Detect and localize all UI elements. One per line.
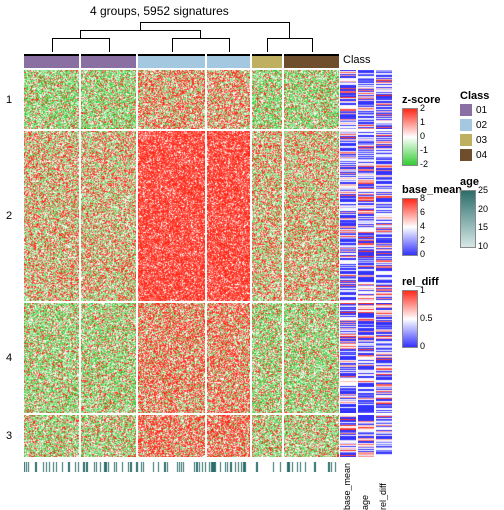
legend-age-tick: 10 — [478, 241, 488, 251]
legend-age-tick: 15 — [478, 222, 488, 232]
legend-basemean-title: base_mean — [402, 184, 462, 196]
legend-class-item: 01 — [460, 104, 487, 116]
decoration — [80, 30, 81, 38]
legend-reldiff-tick: 1 — [420, 285, 425, 295]
heatmap-block — [284, 303, 339, 413]
heatmap-block — [24, 303, 79, 413]
legend-basemean-tick: 4 — [420, 221, 425, 231]
legend-zscore-tick: -1 — [420, 145, 428, 155]
age-rug — [24, 462, 338, 472]
heatmap-block — [252, 303, 282, 413]
heatmap-block — [252, 131, 282, 301]
heatmap-block — [207, 131, 250, 301]
decoration — [52, 38, 53, 52]
decoration — [229, 38, 230, 52]
heatmap-block — [138, 303, 205, 413]
rel_diff_strip — [376, 131, 392, 301]
class-bar-seg — [252, 54, 282, 68]
decoration — [289, 22, 290, 38]
bottom-annot-label: age — [360, 470, 370, 510]
decoration — [172, 38, 173, 52]
legend-reldiff-tick: 0.5 — [420, 313, 433, 323]
decoration — [80, 30, 200, 31]
legend-zscore-tick: 1 — [420, 117, 425, 127]
bottom-annot-label: base_mean — [342, 470, 352, 510]
decoration — [200, 30, 201, 38]
row-group-label: 2 — [6, 210, 12, 222]
heatmap-block — [207, 415, 250, 457]
row-group-label: 3 — [6, 430, 12, 442]
heatmap-block — [81, 131, 136, 301]
legend-basemean-tick: 6 — [420, 207, 425, 217]
bottom-annot-label: rel_diff — [378, 470, 388, 510]
heatmap-block — [81, 70, 136, 129]
base_mean_strip — [358, 303, 374, 413]
legend-reldiff-gradient — [402, 290, 418, 348]
class-bar-seg — [207, 54, 250, 68]
class-bar-label: Class — [343, 54, 371, 66]
legend-basemean-gradient — [402, 198, 418, 256]
legend-zscore-tick: 0 — [420, 131, 425, 141]
decoration — [140, 22, 141, 30]
heatmap-block — [284, 70, 339, 129]
base_mean_strip — [358, 415, 374, 457]
decoration — [267, 38, 268, 52]
class-bar-seg — [138, 54, 205, 68]
legend-age-gradient — [460, 190, 476, 248]
decoration — [140, 22, 289, 23]
rel_diff_strip — [376, 303, 392, 413]
heatmap-block — [24, 131, 79, 301]
class-bar-seg — [284, 54, 339, 68]
class-bar-seg — [81, 54, 136, 68]
rel_diff_strip — [376, 415, 392, 457]
legend-class-title: Class — [460, 90, 489, 102]
heatmap-block — [24, 415, 79, 457]
legend-age-title: age — [460, 176, 479, 188]
legend-class-item: 04 — [460, 149, 487, 161]
legend-zscore-tick: -2 — [420, 159, 428, 169]
decoration — [172, 38, 229, 39]
decoration — [109, 38, 110, 52]
base_mean_strip — [358, 70, 374, 129]
heatmap-block — [138, 415, 205, 457]
legend-class-item: 03 — [460, 134, 487, 146]
plot-title: 4 groups, 5952 signatures — [90, 4, 229, 18]
legend-basemean-tick: 0 — [420, 249, 425, 259]
z_score_strip — [340, 303, 356, 413]
legend-basemean-tick: 2 — [420, 235, 425, 245]
heatmap-block — [252, 415, 282, 457]
decoration — [267, 38, 312, 39]
heatmap-block — [81, 415, 136, 457]
legend-age-tick: 25 — [478, 185, 488, 195]
class-bar-seg — [24, 54, 79, 68]
legend-class-item: 02 — [460, 119, 487, 131]
z_score_strip — [340, 131, 356, 301]
heatmap-block — [24, 70, 79, 129]
legend-reldiff-tick: 0 — [420, 341, 425, 351]
z_score_strip — [340, 70, 356, 129]
decoration — [52, 38, 109, 39]
row-group-label: 4 — [6, 352, 12, 364]
legend-age-tick: 20 — [478, 204, 488, 214]
heatmap-block — [252, 70, 282, 129]
rel_diff_strip — [376, 70, 392, 129]
z_score_strip — [340, 415, 356, 457]
heatmap-block — [81, 303, 136, 413]
legend-zscore-gradient — [402, 108, 418, 166]
heatmap-block — [284, 131, 339, 301]
heatmap-block — [138, 131, 205, 301]
heatmap-block — [207, 303, 250, 413]
row-group-label: 1 — [6, 94, 12, 106]
decoration — [312, 38, 313, 52]
heatmap-block — [207, 70, 250, 129]
heatmap-block — [284, 415, 339, 457]
legend-zscore-tick: 2 — [420, 103, 425, 113]
base_mean_strip — [358, 131, 374, 301]
legend-basemean-tick: 8 — [420, 193, 425, 203]
heatmap-block — [138, 70, 205, 129]
